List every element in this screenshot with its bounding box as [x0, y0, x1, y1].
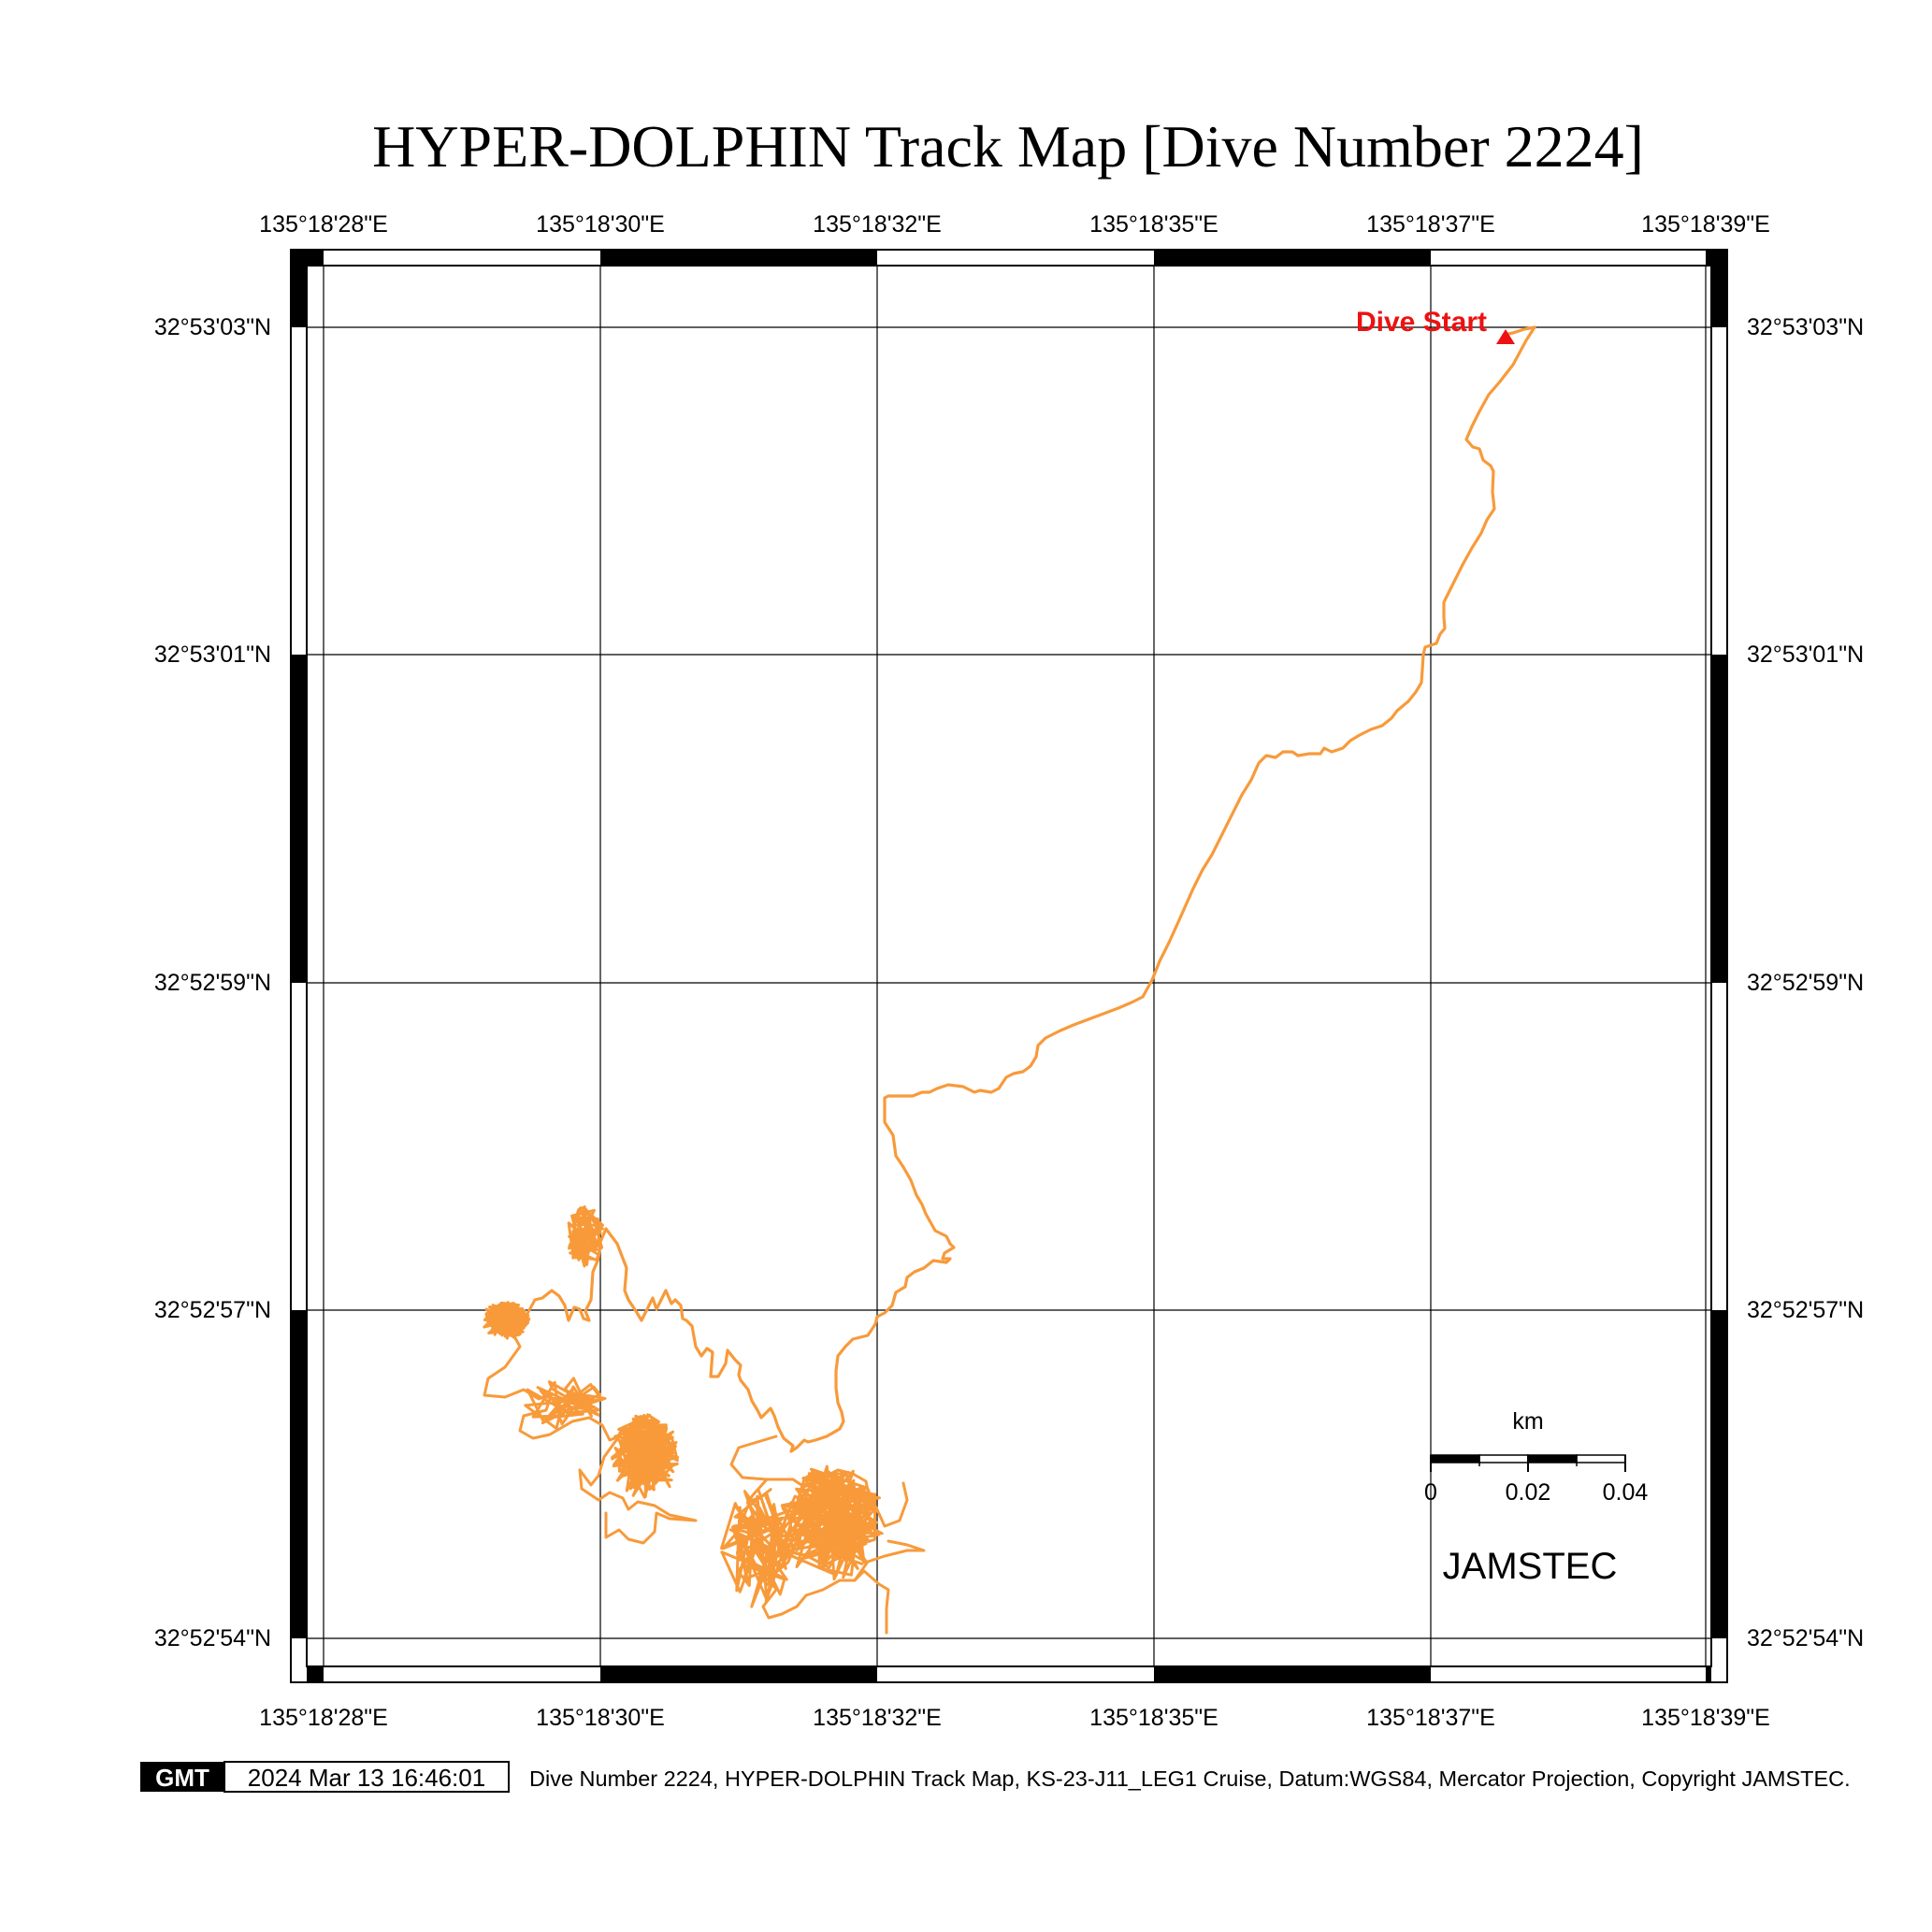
scale-label: 0.02 — [1506, 1479, 1551, 1506]
frame-bar-left — [291, 655, 307, 983]
frame-bar-right — [1711, 1310, 1727, 1638]
frame-bar-top — [324, 250, 600, 266]
frame-bar-top — [1431, 250, 1706, 266]
frame-bar-top — [1154, 250, 1431, 266]
dive-track-link — [483, 1298, 621, 1442]
dive-start-marker — [1496, 329, 1515, 344]
lat-label-right: 32°52'54"N — [1747, 1625, 1864, 1651]
lon-label-bottom: 135°18'30"E — [536, 1705, 665, 1731]
dive-track-cluster — [483, 1301, 531, 1340]
dive-track-cluster — [524, 1377, 607, 1430]
dive-track-link — [853, 1539, 926, 1582]
frame-checker-bars — [290, 249, 1728, 1683]
scale-seg-2 — [1478, 1454, 1529, 1463]
frame-bar-bottom — [877, 1666, 1154, 1682]
lon-label-top: 135°18'32"E — [813, 211, 942, 238]
frame-bar-left — [291, 1310, 307, 1638]
outer-frame — [290, 249, 1728, 1683]
scale-seg-1 — [1430, 1454, 1480, 1463]
dive-track-link — [873, 1481, 909, 1528]
lat-label-left: 32°53'01"N — [154, 642, 271, 668]
gmt-badge-text: GMT — [155, 1764, 209, 1792]
dive-track-link — [578, 1435, 698, 1545]
frame-bar-left — [291, 983, 307, 1310]
footer: GMT 2024 Mar 13 16:46:01 Dive Number 222… — [140, 1761, 1851, 1793]
dive-track — [533, 325, 1536, 1453]
dive-track-link — [737, 1478, 890, 1635]
lon-label-bottom: 135°18'35"E — [1089, 1705, 1218, 1731]
lon-label-top: 135°18'35"E — [1089, 211, 1218, 238]
latitude-labels-right: 32°53'03"N 32°53'01"N 32°52'59"N 32°52'5… — [1747, 314, 1864, 1651]
frame-bar-bottom — [600, 1666, 877, 1682]
graticule-grid — [307, 266, 1711, 1666]
scale-bar: km 0 0.02 0.04 — [1424, 1408, 1648, 1506]
timestamp-box — [223, 1761, 510, 1793]
map-title: HYPER-DOLPHIN Track Map [Dive Number 222… — [372, 113, 1644, 180]
lon-label-top: 135°18'30"E — [536, 211, 665, 238]
lon-label-top: 135°18'39"E — [1641, 211, 1770, 238]
frame-bar-bottom — [324, 1666, 600, 1682]
frame-bar-right — [1711, 250, 1727, 327]
dive-track-cluster — [567, 1204, 604, 1268]
scale-label: 0.04 — [1603, 1479, 1649, 1506]
dive-track-main — [533, 325, 1536, 1453]
lat-label-left: 32°52'57"N — [154, 1297, 271, 1323]
latitude-labels-left: 32°53'03"N 32°53'01"N 32°52'59"N 32°52'5… — [154, 314, 271, 1651]
dive-track-cluster — [611, 1413, 680, 1499]
frame-bar-right — [1711, 983, 1727, 1310]
frame-bar-bottom — [1431, 1666, 1706, 1682]
lat-label-left: 32°52'59"N — [154, 970, 271, 996]
frame-bar-top — [877, 250, 1154, 266]
lat-label-right: 32°52'59"N — [1747, 970, 1864, 996]
lon-label-bottom: 135°18'28"E — [259, 1705, 388, 1731]
longitude-labels-top: 135°18'28"E 135°18'30"E 135°18'32"E 135°… — [259, 211, 1770, 238]
lon-label-bottom: 135°18'39"E — [1641, 1705, 1770, 1731]
lat-label-right: 32°52'57"N — [1747, 1297, 1864, 1323]
dive-track-clusters — [483, 1204, 926, 1635]
frame-bar-left — [291, 1638, 307, 1682]
frame-inner-outline — [306, 265, 1712, 1667]
frame-outline — [290, 249, 1728, 1683]
lat-label-right: 32°53'01"N — [1747, 642, 1864, 668]
map-frame — [290, 249, 1728, 1683]
scale-unit: km — [1512, 1408, 1543, 1435]
scale-seg-3 — [1527, 1454, 1578, 1463]
frame-bar-right — [1711, 327, 1727, 655]
frame-bar-top — [600, 250, 877, 266]
longitude-labels-bottom: 135°18'28"E 135°18'30"E 135°18'32"E 135°… — [259, 1705, 1770, 1731]
frame-bar-bottom — [1154, 1666, 1431, 1682]
lat-label-right: 32°53'03"N — [1747, 314, 1864, 340]
frame-bar-right — [1711, 1638, 1727, 1682]
dive-start-label: Dive Start — [1356, 307, 1487, 338]
footer-caption: Dive Number 2224, HYPER-DOLPHIN Track Ma… — [529, 1766, 1851, 1791]
dive-track-cluster — [776, 1464, 884, 1581]
lat-label-left: 32°52'54"N — [154, 1625, 271, 1651]
lat-label-left: 32°53'03"N — [154, 314, 271, 340]
dive-track-link — [729, 1435, 872, 1502]
jamstec-logo: JAMSTEC — [1443, 1546, 1618, 1587]
timestamp: 2024 Mar 13 16:46:01 — [248, 1764, 485, 1792]
scale-label: 0 — [1424, 1479, 1437, 1506]
gmt-badge — [140, 1762, 224, 1792]
frame-bar-left — [291, 250, 307, 327]
frame-bar-right — [1711, 655, 1727, 983]
lon-label-top: 135°18'37"E — [1366, 211, 1495, 238]
frame-bar-left — [291, 327, 307, 655]
scale-seg-4 — [1576, 1454, 1626, 1463]
lon-label-top: 135°18'28"E — [259, 211, 388, 238]
lon-label-bottom: 135°18'32"E — [813, 1705, 942, 1731]
lon-label-bottom: 135°18'37"E — [1366, 1705, 1495, 1731]
